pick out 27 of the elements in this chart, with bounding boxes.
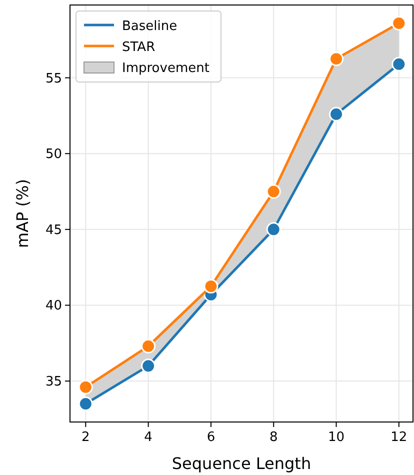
point <box>392 56 406 72</box>
x-tick-label: 12 <box>390 430 408 445</box>
point <box>141 358 156 374</box>
x-tick-label: 2 <box>82 430 90 445</box>
legend-label: Improvement <box>122 61 210 76</box>
x-tick-label: 4 <box>144 430 152 445</box>
y-tick-label: 35 <box>45 374 62 390</box>
point <box>78 396 93 412</box>
point <box>329 52 344 66</box>
point <box>78 380 93 394</box>
point <box>204 279 218 294</box>
point <box>266 184 281 199</box>
point <box>329 106 344 122</box>
y-tick-label: 45 <box>45 222 62 238</box>
x-tick-label: 8 <box>269 430 278 445</box>
legend-label: STAR <box>122 40 156 55</box>
y-axis-title: mAP (%) <box>13 179 32 248</box>
legend-label: Baseline <box>122 19 178 34</box>
point <box>266 222 281 237</box>
y-tick-label: 40 <box>45 298 62 314</box>
point <box>141 338 156 354</box>
x-axis-title: Sequence Length <box>172 454 312 473</box>
y-tick-label: 50 <box>45 147 62 162</box>
y-tick-label: 55 <box>45 71 62 86</box>
x-tick-label: 10 <box>328 430 345 445</box>
x-tick-label: 6 <box>206 430 216 445</box>
point <box>392 16 406 30</box>
